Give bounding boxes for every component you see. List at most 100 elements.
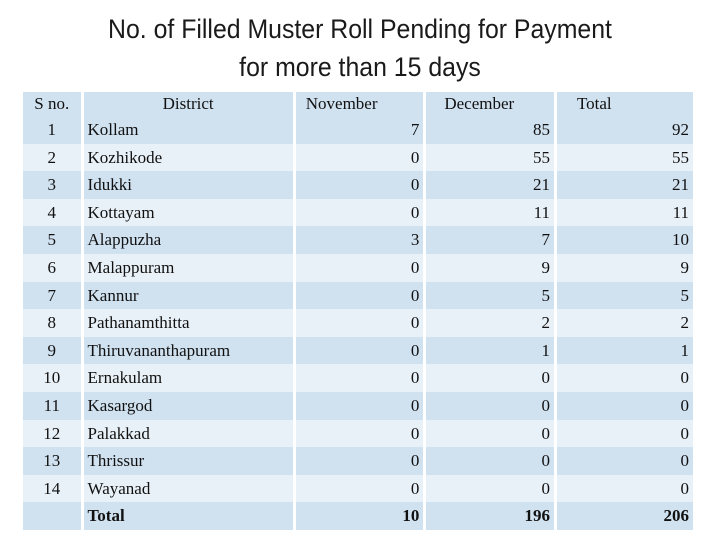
cell-district: Wayanad — [83, 474, 293, 503]
table-row: 5 Alappuzha 3 7 10 — [23, 226, 693, 254]
cell-total: 0 — [556, 419, 693, 448]
muster-roll-table: S no. District November December Total 1… — [20, 92, 696, 530]
table-header-row: S no. District November December Total — [23, 92, 693, 116]
cell-december: 0 — [426, 447, 554, 475]
header-sno: S no. — [23, 92, 81, 116]
cell-november: 0 — [295, 447, 424, 475]
table-row: 1 Kollam 7 85 92 — [23, 116, 693, 144]
cell-november: 7 — [295, 116, 424, 144]
cell-november: 0 — [295, 364, 424, 392]
cell-total: 21 — [556, 171, 693, 199]
cell-december: 2 — [426, 309, 554, 337]
cell-district: Kannur — [83, 281, 293, 310]
cell-december: 21 — [426, 171, 554, 199]
cell-sno: 3 — [23, 171, 81, 199]
cell-district: Idukki — [83, 171, 293, 199]
cell-total: 0 — [556, 474, 693, 503]
cell-total-december: 196 — [426, 502, 554, 530]
totals-row: Total 10 196 206 — [23, 502, 693, 530]
cell-sno: 13 — [23, 447, 81, 475]
cell-district: Thrissur — [83, 447, 293, 475]
cell-sno: 12 — [23, 419, 81, 448]
cell-november: 0 — [295, 474, 424, 503]
cell-district: Pathanamthitta — [83, 309, 293, 337]
cell-november: 0 — [295, 198, 424, 227]
cell-november: 3 — [295, 226, 424, 254]
cell-total: 5 — [556, 281, 693, 310]
cell-district: Kozhikode — [83, 143, 293, 172]
cell-november: 0 — [295, 171, 424, 199]
title-line-1: No. of Filled Muster Roll Pending for Pa… — [108, 14, 612, 44]
cell-november: 0 — [295, 336, 424, 365]
header-november: November — [295, 92, 424, 116]
table-row: 14 Wayanad 0 0 0 — [23, 474, 693, 503]
cell-total: 92 — [556, 116, 693, 144]
table-row: 4 Kottayam 0 11 11 — [23, 198, 693, 227]
cell-total: 10 — [556, 226, 693, 254]
cell-sno: 7 — [23, 281, 81, 310]
cell-district: Thiruvananthapuram — [83, 336, 293, 365]
cell-november: 0 — [295, 281, 424, 310]
table-row: 9 Thiruvananthapuram 0 1 1 — [23, 336, 693, 365]
cell-sno: 4 — [23, 198, 81, 227]
cell-november: 0 — [295, 419, 424, 448]
cell-total: 1 — [556, 336, 693, 365]
cell-total: 11 — [556, 198, 693, 227]
header-district: District — [83, 92, 293, 116]
cell-sno-empty — [23, 502, 81, 530]
cell-district: Malappuram — [83, 253, 293, 282]
cell-november: 0 — [295, 143, 424, 172]
cell-november: 0 — [295, 253, 424, 282]
cell-total: 9 — [556, 253, 693, 282]
cell-sno: 5 — [23, 226, 81, 254]
table-body: 1 Kollam 7 85 92 2 Kozhikode 0 55 55 3 Idukki 0 21 21 4… — [23, 116, 693, 530]
cell-sno: 1 — [23, 116, 81, 144]
cell-district: Kollam — [83, 116, 293, 144]
cell-total: 0 — [556, 364, 693, 392]
cell-total: 0 — [556, 391, 693, 420]
cell-sno: 8 — [23, 309, 81, 337]
table-row: 3 Idukki 0 21 21 — [23, 171, 693, 199]
cell-december: 55 — [426, 143, 554, 172]
cell-total-november: 10 — [295, 502, 424, 530]
cell-december: 0 — [426, 419, 554, 448]
cell-sno: 10 — [23, 364, 81, 392]
cell-district: Alappuzha — [83, 226, 293, 254]
cell-total: 2 — [556, 309, 693, 337]
cell-total: 55 — [556, 143, 693, 172]
cell-total-label: Total — [83, 502, 293, 530]
title-line-2: for more than 15 days — [239, 52, 481, 82]
cell-district: Kasargod — [83, 391, 293, 420]
page-title: No. of Filled Muster Roll Pending for Pa… — [29, 10, 691, 86]
cell-december: 9 — [426, 253, 554, 282]
cell-december: 0 — [426, 364, 554, 392]
cell-november: 0 — [295, 391, 424, 420]
table-row: 13 Thrissur 0 0 0 — [23, 447, 693, 475]
cell-sno: 11 — [23, 391, 81, 420]
table-row: 10 Ernakulam 0 0 0 — [23, 364, 693, 392]
cell-december: 11 — [426, 198, 554, 227]
cell-district: Palakkad — [83, 419, 293, 448]
table-row: 12 Palakkad 0 0 0 — [23, 419, 693, 448]
cell-district: Kottayam — [83, 198, 293, 227]
cell-december: 0 — [426, 391, 554, 420]
table-row: 2 Kozhikode 0 55 55 — [23, 143, 693, 172]
cell-november: 0 — [295, 309, 424, 337]
cell-december: 0 — [426, 474, 554, 503]
cell-sno: 9 — [23, 336, 81, 365]
header-december: December — [426, 92, 554, 116]
table-row: 7 Kannur 0 5 5 — [23, 281, 693, 310]
cell-december: 1 — [426, 336, 554, 365]
table-row: 8 Pathanamthitta 0 2 2 — [23, 309, 693, 337]
table-row: 11 Kasargod 0 0 0 — [23, 391, 693, 420]
cell-december: 5 — [426, 281, 554, 310]
cell-district: Ernakulam — [83, 364, 293, 392]
cell-grand-total: 206 — [556, 502, 693, 530]
cell-sno: 2 — [23, 143, 81, 172]
cell-december: 7 — [426, 226, 554, 254]
cell-total: 0 — [556, 447, 693, 475]
header-total: Total — [556, 92, 693, 116]
cell-sno: 14 — [23, 474, 81, 503]
cell-december: 85 — [426, 116, 554, 144]
table-row: 6 Malappuram 0 9 9 — [23, 253, 693, 282]
